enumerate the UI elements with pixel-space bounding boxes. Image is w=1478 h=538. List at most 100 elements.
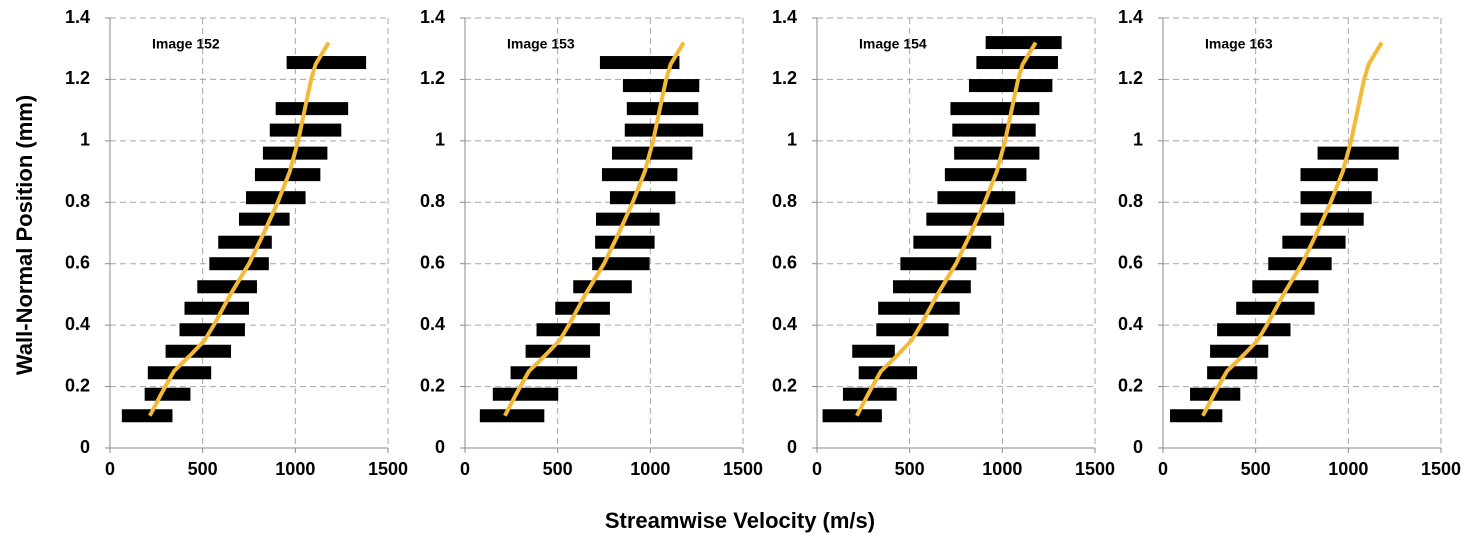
range-bar xyxy=(1252,280,1319,294)
range-bar xyxy=(286,56,367,70)
range-bar xyxy=(197,280,257,294)
y-tick-label: 1 xyxy=(435,130,445,150)
y-tick-label: 1.4 xyxy=(65,7,90,27)
y-tick-label: 1 xyxy=(787,130,797,150)
range-bar xyxy=(238,212,290,226)
y-tick-label: 0 xyxy=(80,437,90,457)
y-tick-label: 0 xyxy=(435,437,445,457)
x-axis-title: Streamwise Velocity (m/s) xyxy=(605,508,875,533)
range-bar xyxy=(968,79,1053,93)
profile-line xyxy=(1201,41,1384,417)
x-tick-label: 1000 xyxy=(982,459,1022,479)
profile-line xyxy=(503,41,686,417)
y-tick-label: 1.2 xyxy=(420,68,445,88)
y-axis-title: Wall-Normal Position (mm) xyxy=(12,95,37,375)
profile-line xyxy=(855,41,1038,417)
range-bar xyxy=(1170,409,1223,423)
range-bar xyxy=(573,280,632,294)
panel-title: Image 163 xyxy=(1205,36,1273,52)
range-bar xyxy=(1317,146,1399,160)
x-tick-label: 1500 xyxy=(1075,459,1115,479)
y-tick-label: 0.4 xyxy=(1118,314,1143,334)
y-tick-label: 0.2 xyxy=(65,375,90,395)
y-tick-label: 1.4 xyxy=(772,7,797,27)
panel-title: Image 154 xyxy=(859,36,927,52)
range-bar xyxy=(1210,344,1269,358)
range-bar xyxy=(1217,323,1291,337)
x-tick-label: 0 xyxy=(460,459,470,479)
range-bar xyxy=(510,366,578,380)
range-bar xyxy=(926,212,1005,226)
range-bar xyxy=(595,235,655,249)
range-bar xyxy=(492,387,559,401)
range-bar xyxy=(599,56,680,70)
y-tick-label: 0.4 xyxy=(420,314,445,334)
range-bar xyxy=(611,146,693,160)
range-bar xyxy=(525,344,591,358)
y-tick-label: 0.4 xyxy=(772,314,797,334)
x-tick-label: 1000 xyxy=(630,459,670,479)
range-bar xyxy=(852,344,895,358)
range-bar xyxy=(1207,366,1258,380)
y-tick-label: 0.6 xyxy=(420,252,445,272)
range-bar xyxy=(275,102,349,116)
y-tick-label: 0.6 xyxy=(1118,252,1143,272)
range-bar xyxy=(954,146,1040,160)
range-bar xyxy=(1300,168,1378,182)
range-bar xyxy=(1300,212,1364,226)
range-bar xyxy=(892,280,971,294)
range-bar xyxy=(601,168,678,182)
range-bar xyxy=(596,212,660,226)
range-bar xyxy=(147,366,212,380)
range-bar xyxy=(878,301,960,315)
range-bar xyxy=(952,123,1036,137)
profile-line xyxy=(148,41,331,417)
y-tick-label: 0.8 xyxy=(1118,191,1143,211)
y-tick-label: 0.6 xyxy=(65,252,90,272)
range-bar xyxy=(144,387,191,401)
y-tick-label: 0 xyxy=(1133,437,1143,457)
range-bar xyxy=(209,257,269,271)
x-tick-label: 0 xyxy=(1158,459,1168,479)
x-tick-label: 0 xyxy=(105,459,115,479)
range-bar xyxy=(900,257,977,271)
x-tick-label: 500 xyxy=(895,459,925,479)
range-bar xyxy=(944,168,1027,182)
panel-title: Image 152 xyxy=(152,36,220,52)
y-tick-label: 0.8 xyxy=(65,191,90,211)
range-bar xyxy=(269,123,342,137)
x-tick-label: 1500 xyxy=(368,459,408,479)
range-bar xyxy=(976,56,1058,70)
y-tick-label: 0.6 xyxy=(772,252,797,272)
range-bar xyxy=(184,301,249,315)
y-tick-label: 0.4 xyxy=(65,314,90,334)
range-bar xyxy=(624,123,704,137)
range-bar xyxy=(858,366,918,380)
range-bar xyxy=(121,409,173,423)
x-tick-label: 0 xyxy=(812,459,822,479)
x-tick-label: 500 xyxy=(543,459,573,479)
x-tick-label: 500 xyxy=(188,459,218,479)
range-bar xyxy=(913,235,992,249)
range-bar xyxy=(822,409,882,423)
y-tick-label: 0.8 xyxy=(420,191,445,211)
range-bar xyxy=(950,102,1040,116)
y-tick-label: 0.2 xyxy=(1118,375,1143,395)
y-tick-label: 1.4 xyxy=(1118,7,1143,27)
range-bar xyxy=(626,102,699,116)
range-bar xyxy=(479,409,545,423)
range-bar xyxy=(622,79,700,93)
range-bar xyxy=(165,344,232,358)
y-tick-label: 1.4 xyxy=(420,7,445,27)
x-tick-label: 1500 xyxy=(723,459,763,479)
y-tick-label: 1 xyxy=(80,130,90,150)
range-bar xyxy=(246,191,306,205)
x-tick-label: 1000 xyxy=(1328,459,1368,479)
x-tick-label: 500 xyxy=(1241,459,1271,479)
y-tick-label: 1 xyxy=(1133,130,1143,150)
range-bar xyxy=(609,191,676,205)
y-tick-label: 1.2 xyxy=(65,68,90,88)
range-bar xyxy=(937,191,1016,205)
x-tick-label: 1500 xyxy=(1421,459,1461,479)
